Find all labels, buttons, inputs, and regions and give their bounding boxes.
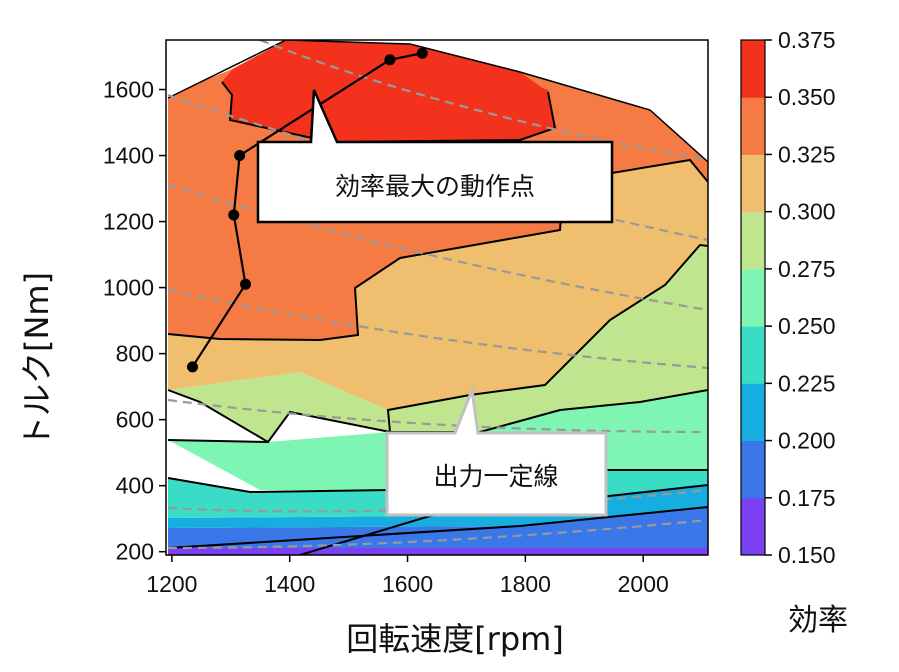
colorbar-band	[741, 383, 765, 442]
colorbar-tick-label: 0.175	[778, 485, 836, 511]
colorbar-tick-label: 0.250	[778, 313, 836, 339]
callout-max-efficiency-text: 効率最大の動作点	[335, 172, 535, 201]
power-line	[259, 40, 708, 162]
max-efficiency-point	[384, 54, 396, 66]
y-tick-label: 800	[116, 341, 154, 367]
x-tick-label: 1200	[146, 571, 197, 597]
plot-frame	[165, 39, 709, 556]
power-line	[167, 518, 708, 550]
colorbar-band	[741, 268, 765, 327]
efficiency-region-0.175-0.200	[168, 507, 708, 548]
power-line	[167, 398, 708, 434]
data-domain-border	[167, 40, 708, 163]
x-tick-label: 2000	[618, 571, 669, 597]
y-tick-label: 1400	[103, 143, 154, 169]
colorbar: 0.150 0.175 0.200 0.225 0.250 0.275 0.300 0.325…	[741, 27, 836, 568]
plot-red-top	[222, 40, 555, 142]
colorbar-tick-label: 0.350	[778, 84, 836, 110]
colorbar-tick-label: 0.150	[778, 542, 836, 568]
contour-line-0.175	[167, 506, 708, 549]
max-efficiency-point	[240, 278, 252, 290]
colorbar-tick-label: 0.300	[778, 199, 836, 225]
colorbar-band	[741, 497, 765, 556]
max-efficiency-point	[416, 47, 428, 59]
efficiency-region-0.150-0.175	[168, 548, 708, 555]
max-efficiency-point	[228, 209, 240, 221]
callout-constant-power: 出力一定線	[385, 384, 608, 517]
power-line	[167, 288, 708, 370]
callout-max-efficiency-shape	[256, 89, 614, 224]
x-tick-label: 1600	[382, 571, 433, 597]
x-tick-label: 1800	[500, 571, 551, 597]
colorbar-band	[741, 154, 765, 213]
x-axis-title: 回転速度[rpm]	[346, 620, 564, 658]
colorbar-band	[741, 440, 765, 499]
y-tick-label: 1600	[103, 77, 154, 103]
efficiency-region-0.200-0.225	[168, 485, 708, 528]
x-axis-ticks: 1200 1400 1600 1800 2000	[146, 555, 669, 597]
y-tick-label: 1000	[103, 275, 154, 301]
colorbar-tick-label: 0.225	[778, 370, 836, 396]
y-tick-label: 600	[116, 407, 154, 433]
colorbar-band	[741, 211, 765, 270]
callout-constant-power-shape	[385, 384, 608, 517]
max-efficiency-point	[234, 150, 246, 162]
power-line	[167, 183, 708, 312]
colorbar-band	[741, 97, 765, 155]
contour-line-0.300	[167, 158, 708, 342]
colorbar-tick-label: 0.325	[778, 141, 836, 167]
colorbar-tick-label: 0.375	[778, 27, 836, 53]
y-axis-title: トルク[Nm]	[18, 272, 56, 448]
x-tick-label: 1400	[264, 571, 315, 597]
colorbar-band	[741, 40, 765, 98]
y-tick-label: 400	[116, 473, 154, 499]
max-efficiency-line-group	[187, 47, 428, 373]
max-efficiency-point	[187, 361, 199, 373]
contour-line-0.275	[167, 243, 708, 443]
colorbar-label: 効率	[788, 603, 848, 638]
colorbar-frame	[740, 39, 766, 556]
colorbar-tick-label: 0.200	[778, 428, 836, 454]
max-efficiency-line	[191, 52, 423, 368]
callout-constant-power-text: 出力一定線	[433, 462, 558, 491]
colorbar-tick-label: 0.275	[778, 256, 836, 282]
callout-max-efficiency: 効率最大の動作点	[256, 89, 614, 224]
plot-blank-area-right	[290, 40, 708, 162]
colorbar-band	[741, 326, 765, 384]
efficiency-region-0.275-0.300	[168, 245, 708, 442]
y-tick-label: 200	[116, 539, 154, 565]
y-tick-label: 1200	[103, 209, 154, 235]
y-axis-ticks: 200 400 600 800 1000 1200 1400 1600	[103, 77, 166, 565]
